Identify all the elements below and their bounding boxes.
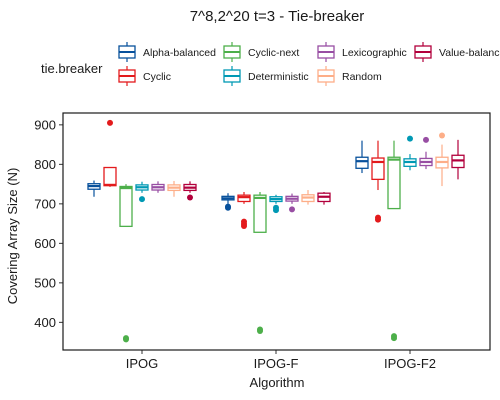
legend-item-deterministic: Deterministic (223, 66, 309, 86)
outlier-point (139, 196, 145, 203)
x-tick-label: IPOG-F (254, 356, 299, 371)
outlier-point (391, 335, 397, 342)
box (103, 166, 117, 187)
outlier-point (423, 136, 429, 143)
x-tick-label: IPOG (126, 356, 159, 371)
y-axis-label: Covering Array Size (N) (5, 168, 20, 305)
legend-item-cyclic-next: Cyclic-next (223, 42, 299, 62)
outlier-point (407, 135, 413, 142)
legend-label: Value-balanced (439, 47, 500, 59)
chart-title: 7^8,2^20 t=3 - Tie-breaker (190, 8, 365, 25)
legend-item-cyclic: Cyclic (118, 66, 171, 86)
outlier-point (187, 194, 193, 201)
x-tick-label: IPOG-F2 (384, 356, 436, 371)
legend-label: Cyclic-next (248, 47, 299, 59)
y-tick-label: 800 (34, 157, 56, 172)
y-tick-label: 500 (34, 275, 56, 290)
outlier-point (375, 216, 381, 223)
legend-label: Lexicographic (342, 47, 407, 59)
box (355, 156, 369, 169)
outlier-point (107, 119, 113, 126)
y-tick-label: 400 (34, 315, 56, 330)
series-random (167, 132, 449, 205)
outlier-point (123, 336, 129, 343)
box (371, 157, 385, 181)
x-axis-label: Algorithm (250, 375, 305, 390)
y-tick-label: 700 (34, 196, 56, 211)
outlier-point (225, 204, 231, 211)
series-cyclic-next (119, 140, 401, 343)
legend-title: tie.breaker (41, 61, 103, 76)
legend-label: Alpha-balanced (143, 47, 216, 59)
legend-item-value-balanced: Value-balanced (414, 42, 500, 62)
y-tick-label: 600 (34, 236, 56, 251)
outlier-point (439, 132, 445, 139)
legend: Alpha-balanced Cyclic Cyclic-next Determini… (118, 42, 500, 86)
outlier-point (257, 328, 263, 335)
series-cyclic (103, 119, 385, 229)
legend-item-random: Random (317, 66, 382, 86)
y-tick-label: 900 (34, 117, 56, 132)
box (237, 194, 251, 203)
panel-border (62, 112, 491, 351)
box (119, 185, 133, 228)
box (253, 194, 267, 233)
series-deterministic (135, 135, 417, 214)
legend-item-lexicographic: Lexicographic (317, 42, 407, 62)
legend-item-alpha-balanced: Alpha-balanced (118, 42, 216, 62)
legend-label: Random (342, 71, 382, 83)
plot-panel: 400 500 600 700 800 900 IPOG IPOG-F IPOG-F2 (34, 112, 491, 371)
outlier-point (289, 206, 295, 213)
box (387, 156, 401, 210)
outlier-point (273, 207, 279, 214)
series-alpha-balanced (87, 140, 369, 211)
series-lexicographic (151, 136, 433, 213)
outlier-point (241, 222, 247, 229)
series-value-balanced (183, 139, 465, 205)
legend-label: Cyclic (143, 71, 171, 83)
legend-label: Deterministic (248, 71, 309, 83)
